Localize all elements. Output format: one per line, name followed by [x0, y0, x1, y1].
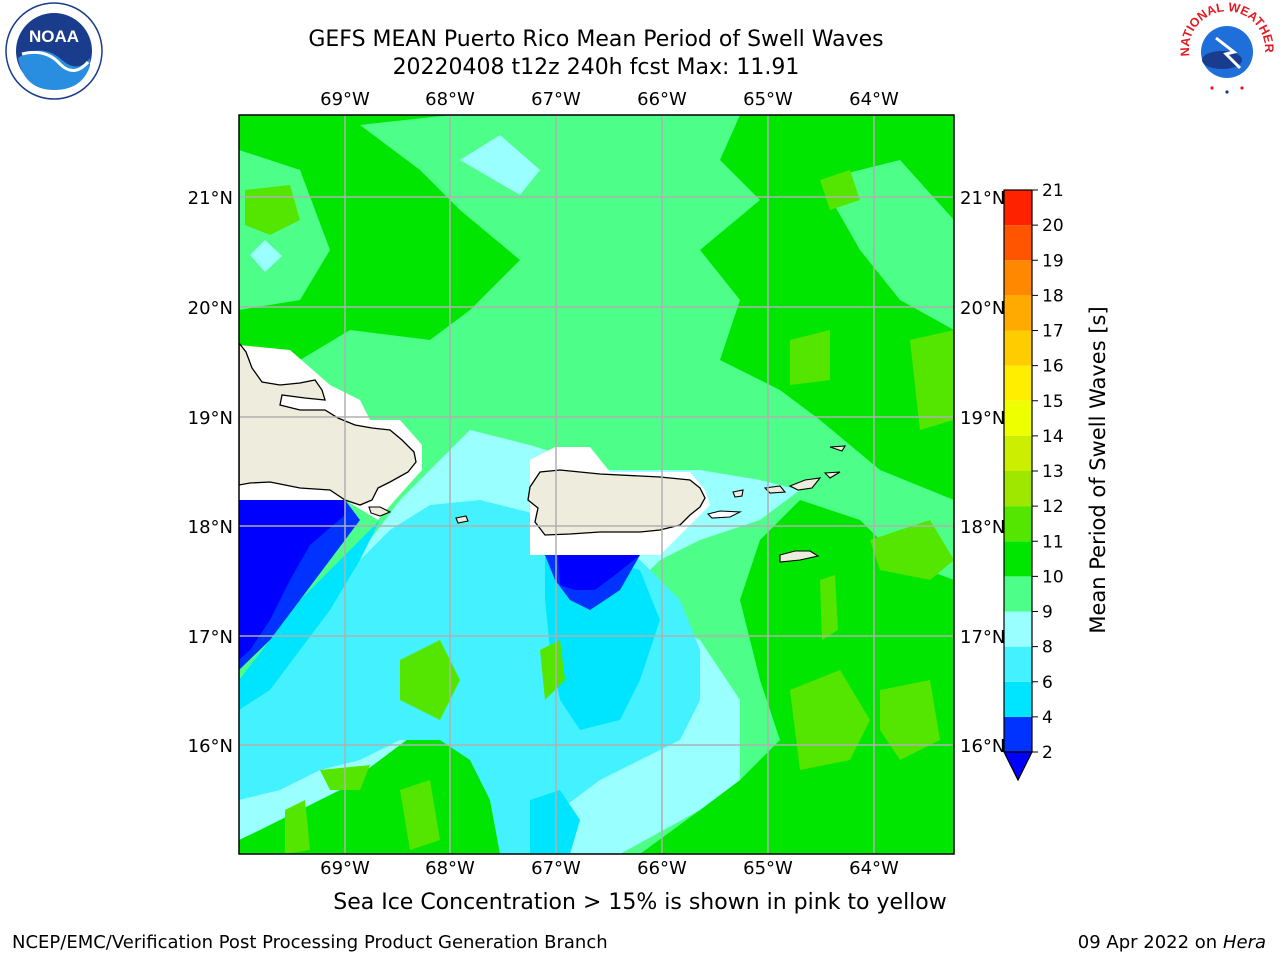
colorbar-swatch [1004, 225, 1032, 261]
colorbar-swatch [1004, 681, 1032, 717]
lat-label: 20°N [960, 298, 1005, 319]
lon-label: 68°W [425, 858, 475, 879]
lat-label: 17°N [188, 627, 233, 648]
colorbar-tick-label: 8 [1042, 638, 1053, 658]
colorbar-swatch [1004, 365, 1032, 401]
chart-title: GEFS MEAN Puerto Rico Mean Period of Swe… [308, 27, 884, 52]
colorbar-swatch [1004, 541, 1032, 577]
colorbar-tick-label: 13 [1042, 462, 1064, 482]
colorbar-tick-label: 17 [1042, 322, 1064, 342]
land-mona [455, 515, 469, 524]
lat-label: 16°N [188, 736, 233, 757]
lon-label: 67°W [531, 858, 581, 879]
field-under-2-b [558, 555, 640, 590]
lon-label: 67°W [531, 89, 581, 110]
lat-label: 19°N [960, 408, 1005, 429]
field-8-9-b [460, 135, 540, 195]
footer-date: 09 Apr 2022 on Hera [1078, 932, 1266, 953]
land-virgin-islands-3 [823, 471, 841, 479]
colorbar-swatch [1004, 576, 1032, 612]
land-vieques [706, 510, 743, 519]
colorbar-swatch [1004, 435, 1032, 471]
colorbar-swatch [1004, 716, 1032, 752]
footer-host: Hera [1222, 932, 1266, 953]
colorbar-tick-label: 16 [1042, 357, 1064, 377]
field-4-6-c [530, 790, 580, 854]
lat-label: 18°N [960, 517, 1005, 538]
colorbar-tick-label: 19 [1042, 251, 1064, 271]
sea-ice-note: Sea Ice Concentration > 15% is shown in … [333, 890, 947, 915]
lat-labels-left: 21°N 20°N 19°N 18°N 17°N 16°N [188, 188, 233, 757]
colorbar-tick-label: 18 [1042, 286, 1064, 306]
colorbar-tick-label: 6 [1042, 673, 1053, 693]
colorbar-swatch [1004, 506, 1032, 542]
colorbar-tick-label: 15 [1042, 392, 1064, 412]
colorbar-swatch [1004, 295, 1032, 331]
colorbar-swatch [1004, 611, 1032, 647]
colorbar-tick-label: 10 [1042, 567, 1064, 587]
colorbar-tick-label: 11 [1042, 532, 1064, 552]
lon-label: 66°W [637, 89, 687, 110]
footer-date-text: 09 Apr 2022 on [1077, 932, 1223, 953]
lon-labels-bottom: 69°W 68°W 67°W 66°W 65°W 64°W [320, 858, 899, 879]
land-virgin-islands-2 [788, 477, 822, 491]
colorbar-tick-label: 21 [1042, 181, 1064, 201]
lon-labels-top: 69°W 68°W 67°W 66°W 65°W 64°W [320, 89, 899, 110]
lon-label: 68°W [425, 89, 475, 110]
lon-label: 64°W [849, 858, 899, 879]
lon-label: 69°W [320, 89, 370, 110]
map-frame [238, 114, 955, 855]
chart-subtitle: 20220408 t12z 240h fcst Max: 11.91 [392, 55, 800, 80]
lon-label: 69°W [320, 858, 370, 879]
colorbar-tick-label: 9 [1042, 603, 1053, 623]
colorbar-swatch [1004, 260, 1032, 296]
colorbar: 2 4 6 8 9 10 11 12 13 14 15 16 17 18 19 20 21 [1003, 181, 1064, 782]
colorbar-label: Mean Period of Swell Waves [s] [1086, 306, 1110, 633]
colorbar-tick-label: 20 [1042, 216, 1064, 236]
lon-label: 66°W [637, 858, 687, 879]
land-hispaniola [239, 341, 417, 506]
colorbar-tick-label: 12 [1042, 497, 1064, 517]
footer-credit: NCEP/EMC/Verification Post Processing Pr… [12, 932, 608, 953]
noaa-logo-text: NOAA [29, 27, 79, 46]
land-beata [368, 506, 392, 517]
lat-label: 16°N [960, 736, 1005, 757]
lat-label: 17°N [960, 627, 1005, 648]
lat-label: 21°N [188, 188, 233, 209]
graticule [239, 115, 954, 854]
lat-label: 18°N [188, 517, 233, 538]
colorbar-swatch [1004, 400, 1032, 436]
land-st-croix [779, 550, 820, 563]
land-virgin-islands-4 [829, 445, 847, 452]
colorbar-under-triangle [1003, 751, 1033, 782]
field-9-10-d [820, 160, 954, 330]
colorbar-swatch [1004, 646, 1032, 682]
lat-label: 20°N [188, 298, 233, 319]
lon-label: 65°W [743, 858, 793, 879]
lat-labels-right: 21°N 20°N 19°N 18°N 17°N 16°N [960, 188, 1005, 757]
colorbar-tick-label: 2 [1042, 743, 1053, 763]
colorbar-swatch [1004, 471, 1032, 507]
land-culebra [732, 489, 744, 498]
lon-label: 65°W [743, 89, 793, 110]
nws-logo-icon: NATIONAL WEATHER SERVICE [1176, 2, 1276, 98]
colorbar-tick-label: 14 [1042, 427, 1064, 447]
field-8-9-c [250, 240, 282, 272]
field-9-10-b [580, 115, 700, 260]
colorbar-tick-label: 4 [1042, 708, 1053, 728]
colorbar-swatch [1004, 190, 1032, 226]
lat-label: 21°N [960, 188, 1005, 209]
lon-label: 64°W [849, 89, 899, 110]
map-panel [239, 115, 954, 854]
field-under-2 [239, 500, 345, 660]
lat-label: 19°N [188, 408, 233, 429]
colorbar-swatch [1004, 330, 1032, 366]
noaa-logo-icon: NOAA [5, 2, 103, 100]
